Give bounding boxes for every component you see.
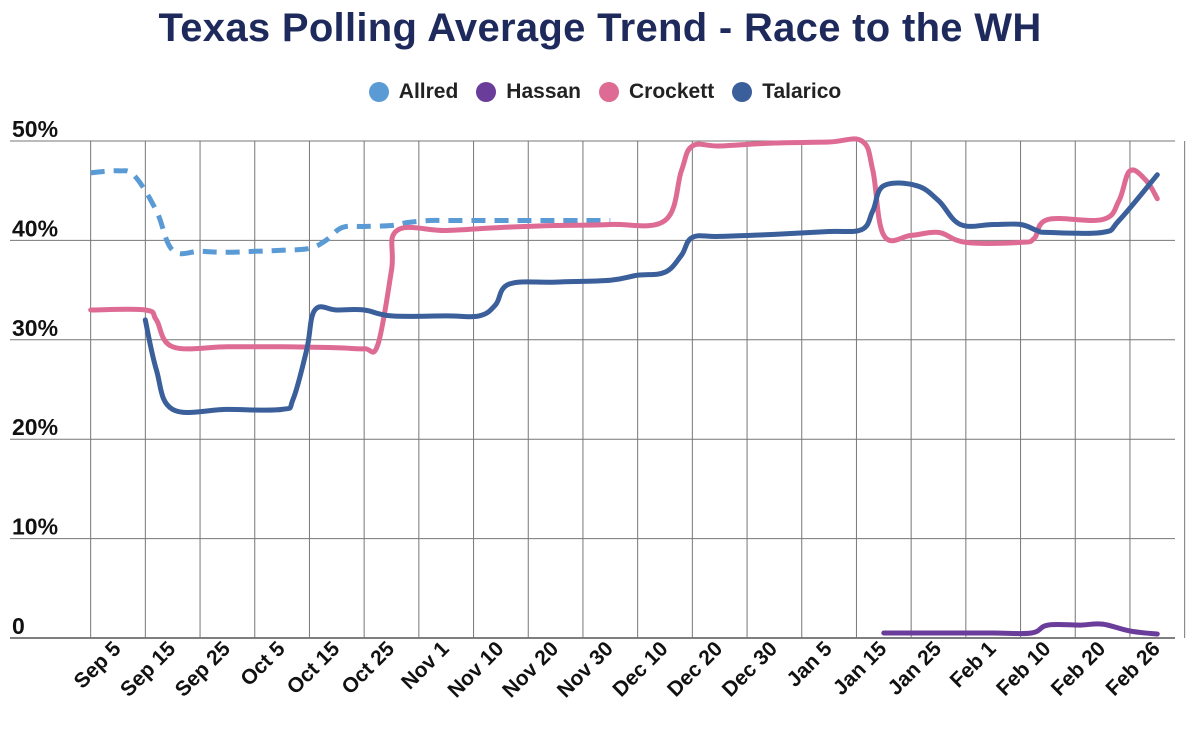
x-tick-label: Nov 30 bbox=[553, 637, 618, 702]
legend-label-hassan: Hassan bbox=[506, 80, 582, 103]
y-tick-label: 30% bbox=[12, 315, 58, 341]
x-tick-label: Oct 25 bbox=[337, 637, 399, 699]
series-line-hassan bbox=[881, 621, 1160, 637]
legend-item-crockett: Crockett bbox=[599, 80, 714, 104]
chart-title: Texas Polling Average Trend - Race to th… bbox=[158, 6, 1042, 50]
y-axis-ticks: 0 10% 20% 30% 40% 50% bbox=[12, 116, 58, 639]
x-tick-label: Jan 25 bbox=[884, 637, 947, 700]
y-tick-label: 20% bbox=[12, 414, 58, 440]
legend-label-allred: Allred bbox=[398, 80, 459, 103]
x-tick-label: Dec 10 bbox=[608, 637, 672, 701]
series-line-allred bbox=[90, 168, 611, 257]
series-lines bbox=[88, 136, 1160, 637]
x-tick-label: Dec 20 bbox=[663, 637, 727, 701]
y-tick-label: 10% bbox=[12, 514, 58, 540]
x-tick-label: Dec 30 bbox=[718, 637, 782, 701]
x-tick-label: Sep 25 bbox=[171, 637, 235, 701]
x-tick-label: Jan 15 bbox=[829, 637, 892, 700]
x-tick-label: Feb 10 bbox=[992, 637, 1055, 700]
series-line-crockett bbox=[88, 136, 1160, 355]
legend-item-hassan: Hassan bbox=[476, 80, 581, 104]
legend: Allred Hassan Crockett Talarico bbox=[0, 80, 1200, 104]
grid bbox=[10, 140, 1186, 639]
y-tick-label: 50% bbox=[12, 116, 58, 142]
x-tick-label: Oct 15 bbox=[283, 637, 345, 699]
y-tick-label: 0 bbox=[12, 613, 25, 639]
legend-swatch-allred bbox=[368, 82, 389, 102]
legend-swatch-hassan bbox=[476, 82, 497, 102]
legend-label-talarico: Talarico bbox=[762, 80, 842, 103]
x-tick-label: Sep 15 bbox=[116, 637, 180, 701]
x-tick-label: Feb 26 bbox=[1102, 637, 1165, 700]
x-tick-label: Nov 10 bbox=[443, 637, 508, 702]
y-tick-label: 40% bbox=[12, 215, 58, 241]
legend-item-allred: Allred bbox=[368, 80, 459, 104]
legend-label-crockett: Crockett bbox=[629, 80, 715, 103]
series-line-talarico bbox=[142, 172, 1160, 416]
x-tick-label: Feb 20 bbox=[1047, 637, 1110, 700]
legend-swatch-talarico bbox=[732, 82, 753, 102]
legend-item-talarico: Talarico bbox=[732, 80, 841, 104]
x-tick-label: Nov 20 bbox=[498, 637, 563, 702]
legend-swatch-crockett bbox=[599, 82, 620, 102]
